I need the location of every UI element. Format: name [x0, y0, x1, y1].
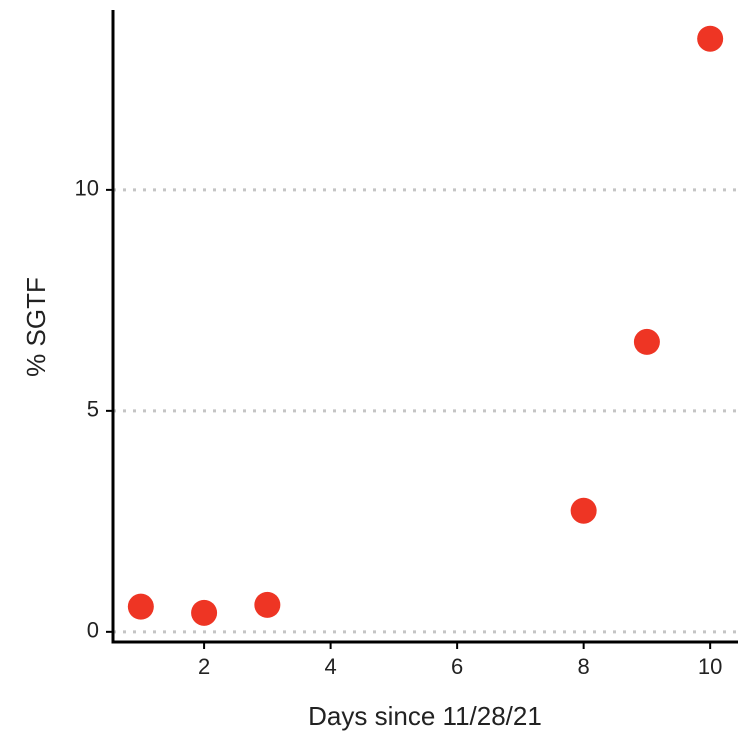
- point: [633, 328, 660, 355]
- y-tick-label: 5: [87, 397, 99, 422]
- x-tick-label: 4: [324, 654, 336, 679]
- point: [127, 593, 154, 620]
- y-tick-label: 10: [75, 176, 99, 201]
- point: [570, 497, 597, 524]
- point: [697, 25, 724, 52]
- y-tick-label: 0: [87, 618, 99, 643]
- x-tick-label: 2: [198, 654, 210, 679]
- point: [254, 591, 281, 618]
- x-tick-label: 10: [698, 654, 722, 679]
- x-axis-title: Days since 11/28/21: [308, 701, 542, 731]
- point: [191, 599, 218, 626]
- y-axis-title: % SGTF: [21, 277, 51, 377]
- x-tick-label: 8: [578, 654, 590, 679]
- x-tick-label: 6: [451, 654, 463, 679]
